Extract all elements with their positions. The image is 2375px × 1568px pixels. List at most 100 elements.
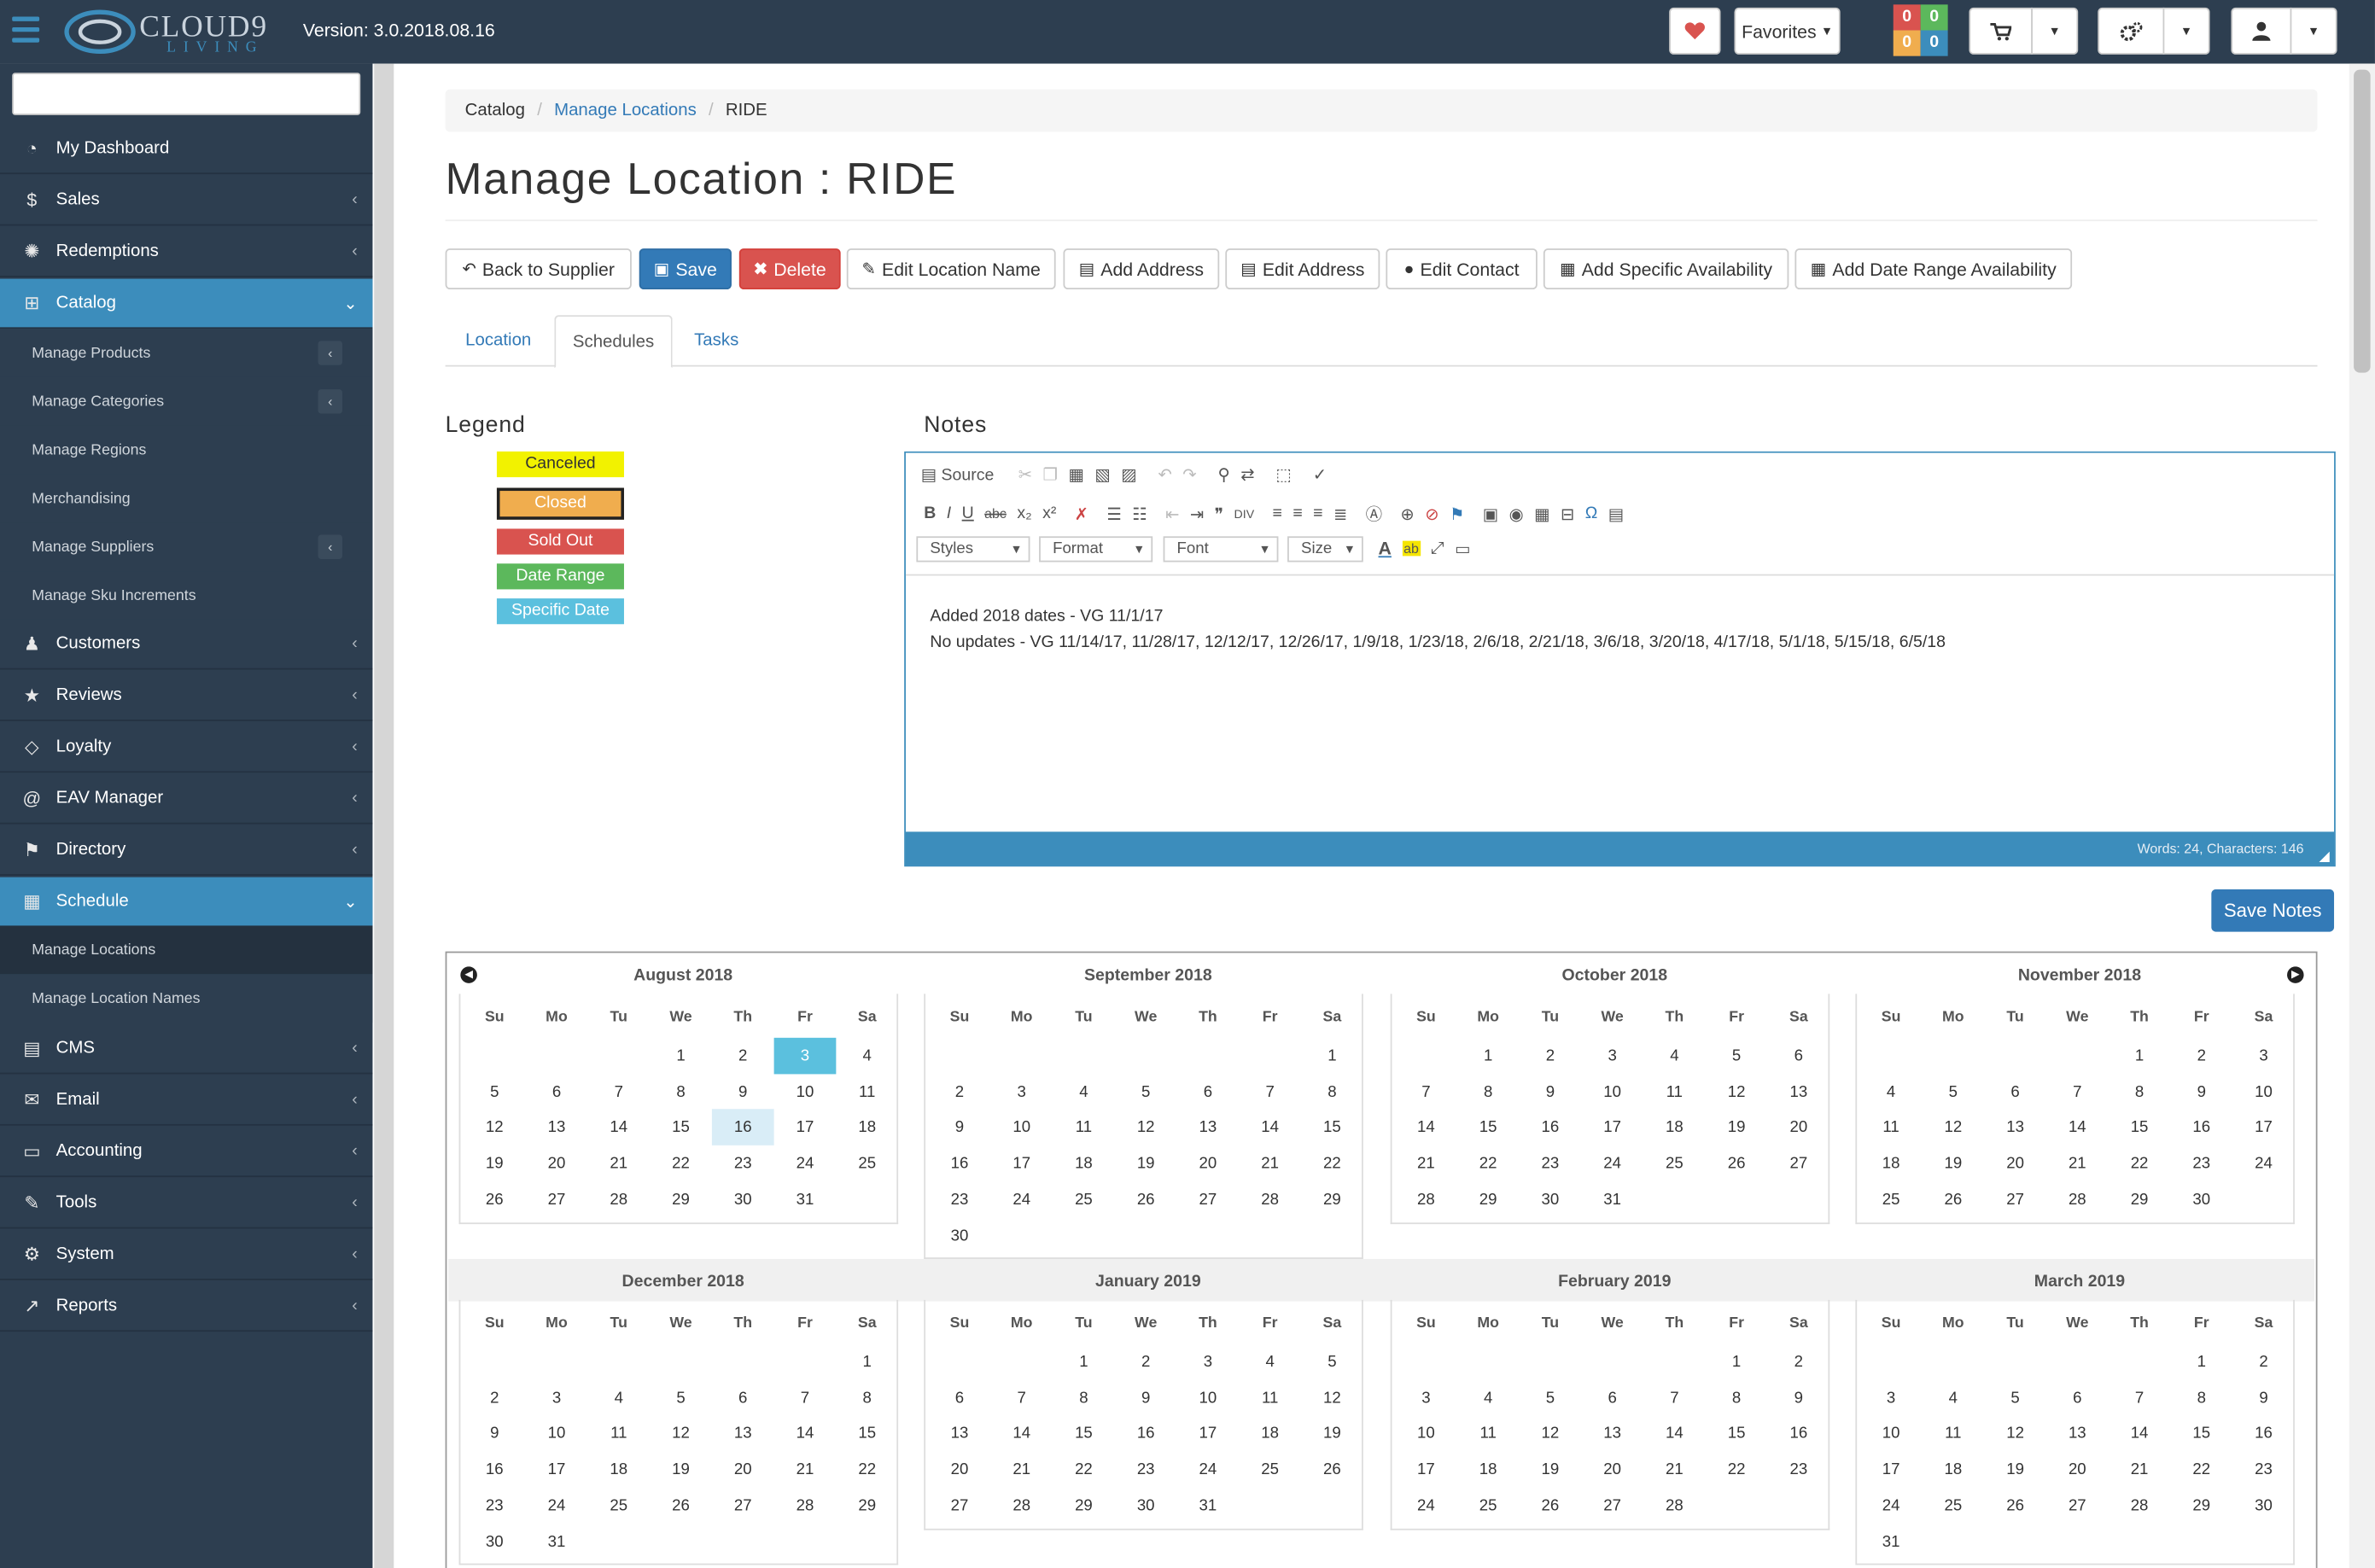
page-scrollbar[interactable] [2349,63,2375,1568]
find-icon[interactable]: ⚲ [1217,466,1230,485]
calendar-day[interactable]: 13 [2068,1425,2086,1443]
calendar-day[interactable]: 7 [1421,1082,1431,1101]
settings-button[interactable] [2098,7,2165,55]
favorites-dropdown[interactable]: Favorites ▼ [1734,7,1841,55]
counter-badge[interactable]: 0 [1893,30,1921,56]
calendar-day[interactable]: 27 [1603,1496,1622,1515]
calendar-day[interactable]: 16 [950,1154,969,1173]
save-notes-button[interactable]: Save Notes [2211,889,2335,932]
calendar-day[interactable]: 5 [1328,1352,1337,1372]
superscript-icon[interactable]: x² [1042,504,1057,523]
calendar-day[interactable]: 24 [1882,1496,1900,1515]
submenu-item-manage-regions[interactable]: Manage Regions [0,425,373,475]
calendar-day[interactable]: 16 [1541,1118,1560,1137]
strikethrough-icon[interactable]: abc [984,505,1007,522]
calendar-day[interactable]: 7 [2134,1389,2145,1408]
calendar-day[interactable]: 18 [1666,1118,1684,1137]
calendar-day[interactable]: 14 [796,1425,814,1443]
outdent-icon[interactable]: ⇤ [1165,504,1180,524]
calendar-day[interactable]: 19 [485,1154,504,1173]
calendar-day[interactable]: 16 [711,1109,774,1146]
cart-button[interactable] [1969,7,2033,55]
calendar-day[interactable]: 8 [862,1389,872,1408]
calendar-day[interactable]: 22 [1323,1154,1341,1173]
back-to-supplier-button[interactable]: ↶ Back to Supplier [445,248,632,290]
calendar-day[interactable]: 5 [490,1082,499,1101]
sidebar-item-tools[interactable]: ✎ Tools ‹ [0,1179,373,1229]
calendar-day[interactable]: 1 [676,1046,686,1065]
calendar-day[interactable]: 14 [1417,1118,1435,1137]
italic-icon[interactable]: I [946,504,952,523]
calendar-day[interactable]: 11 [1882,1118,1899,1137]
calendar-day[interactable]: 2 [490,1389,499,1408]
scrollbar-thumb[interactable] [2354,69,2371,373]
calendar-day[interactable]: 12 [672,1425,690,1443]
calendar-day[interactable]: 11 [1666,1082,1684,1101]
calendar-day[interactable]: 27 [547,1190,566,1210]
calendar-day[interactable]: 26 [1136,1190,1155,1210]
language-icon[interactable]: Ⓐ [1365,505,1383,525]
counter-badge[interactable]: 0 [1920,30,1948,56]
calendar-day[interactable]: 4 [1265,1352,1275,1372]
calendar-day[interactable]: 27 [2068,1496,2086,1515]
cut-icon[interactable]: ✂ [1018,466,1033,485]
copy-icon[interactable]: ❐ [1042,466,1059,485]
calendar-day[interactable]: 19 [672,1460,690,1479]
calendar-day[interactable]: 9 [2259,1389,2268,1408]
calendar-day[interactable]: 28 [2130,1496,2149,1515]
calendar-day[interactable]: 4 [1948,1389,1958,1408]
paste-text-icon[interactable]: ▧ [1094,466,1111,485]
calendar-day[interactable]: 9 [738,1082,748,1101]
calendar-day[interactable]: 23 [1136,1460,1155,1479]
align-center-icon[interactable]: ≡ [1293,504,1303,523]
calendar-day[interactable]: 18 [858,1118,877,1137]
calendar-day[interactable]: 2 [2197,1046,2206,1065]
calendar-day[interactable]: 26 [2006,1496,2024,1515]
calendar-day[interactable]: 13 [733,1425,752,1443]
calendar-day[interactable]: 10 [796,1082,814,1101]
sidebar-search-input[interactable] [12,73,361,115]
calendar-day[interactable]: 3 [1886,1389,1896,1408]
calendar-day[interactable]: 31 [547,1532,566,1551]
calendar-day[interactable]: 21 [2130,1460,2149,1479]
calendar-day[interactable]: 22 [1075,1460,1093,1479]
calendar-day[interactable]: 16 [485,1460,504,1479]
calendar-day[interactable]: 27 [950,1496,969,1515]
calendar-day[interactable]: 9 [1794,1389,1804,1408]
calendar-day[interactable]: 20 [733,1460,752,1479]
calendar-day[interactable]: 28 [2068,1190,2086,1210]
justify-icon[interactable]: ≣ [1333,504,1348,524]
sidebar-item-catalog[interactable]: ⊞ Catalog ⌄ [0,278,373,329]
div-icon[interactable]: DIV [1234,506,1255,521]
calendar-day[interactable]: 3 [551,1389,562,1408]
calendar-day[interactable]: 26 [485,1190,504,1210]
logo[interactable]: CLOUD9 LIVING [61,6,288,57]
image-icon[interactable]: ▣ [1482,504,1499,524]
calendar-day[interactable]: 30 [1541,1190,1560,1210]
calendar-day[interactable]: 6 [954,1389,965,1408]
calendar-day[interactable]: 13 [1789,1082,1808,1101]
calendar-day[interactable]: 13 [950,1425,969,1443]
styles-select[interactable]: Styles ▼ [916,536,1030,562]
calendar-day[interactable]: 16 [1789,1425,1808,1443]
calendar-day[interactable]: 26 [1944,1190,1963,1210]
show-blocks-icon[interactable]: ▭ [1455,539,1471,559]
settings-dropdown-toggle[interactable]: ▼ [2162,7,2210,55]
calendar-day[interactable]: 19 [1541,1460,1560,1479]
calendar-day[interactable]: 11 [1945,1425,1962,1443]
calendar-day[interactable]: 14 [1666,1425,1684,1443]
calendar-day[interactable]: 19 [2006,1460,2024,1479]
edit-location-name-button[interactable]: ✎ Edit Location Name [846,248,1056,290]
calendar-day[interactable]: 24 [1603,1154,1622,1173]
sidebar-item-email[interactable]: ✉ Email ‹ [0,1075,373,1126]
sidebar-item-reviews[interactable]: ★ Reviews ‹ [0,671,373,721]
calendar-day[interactable]: 12 [1323,1389,1341,1408]
sidebar-item-reports[interactable]: ↗ Reports ‹ [0,1282,373,1332]
calendar-day[interactable]: 12 [2006,1425,2024,1443]
sidebar-item-sales[interactable]: $ Sales ‹ [0,176,373,226]
calendar-day[interactable]: 25 [1075,1190,1093,1210]
special-char-icon[interactable]: Ω [1584,504,1598,523]
calendar-day[interactable]: 4 [1483,1389,1493,1408]
calendar-day[interactable]: 2 [1545,1046,1555,1065]
calendar-day[interactable]: 6 [2010,1082,2020,1101]
